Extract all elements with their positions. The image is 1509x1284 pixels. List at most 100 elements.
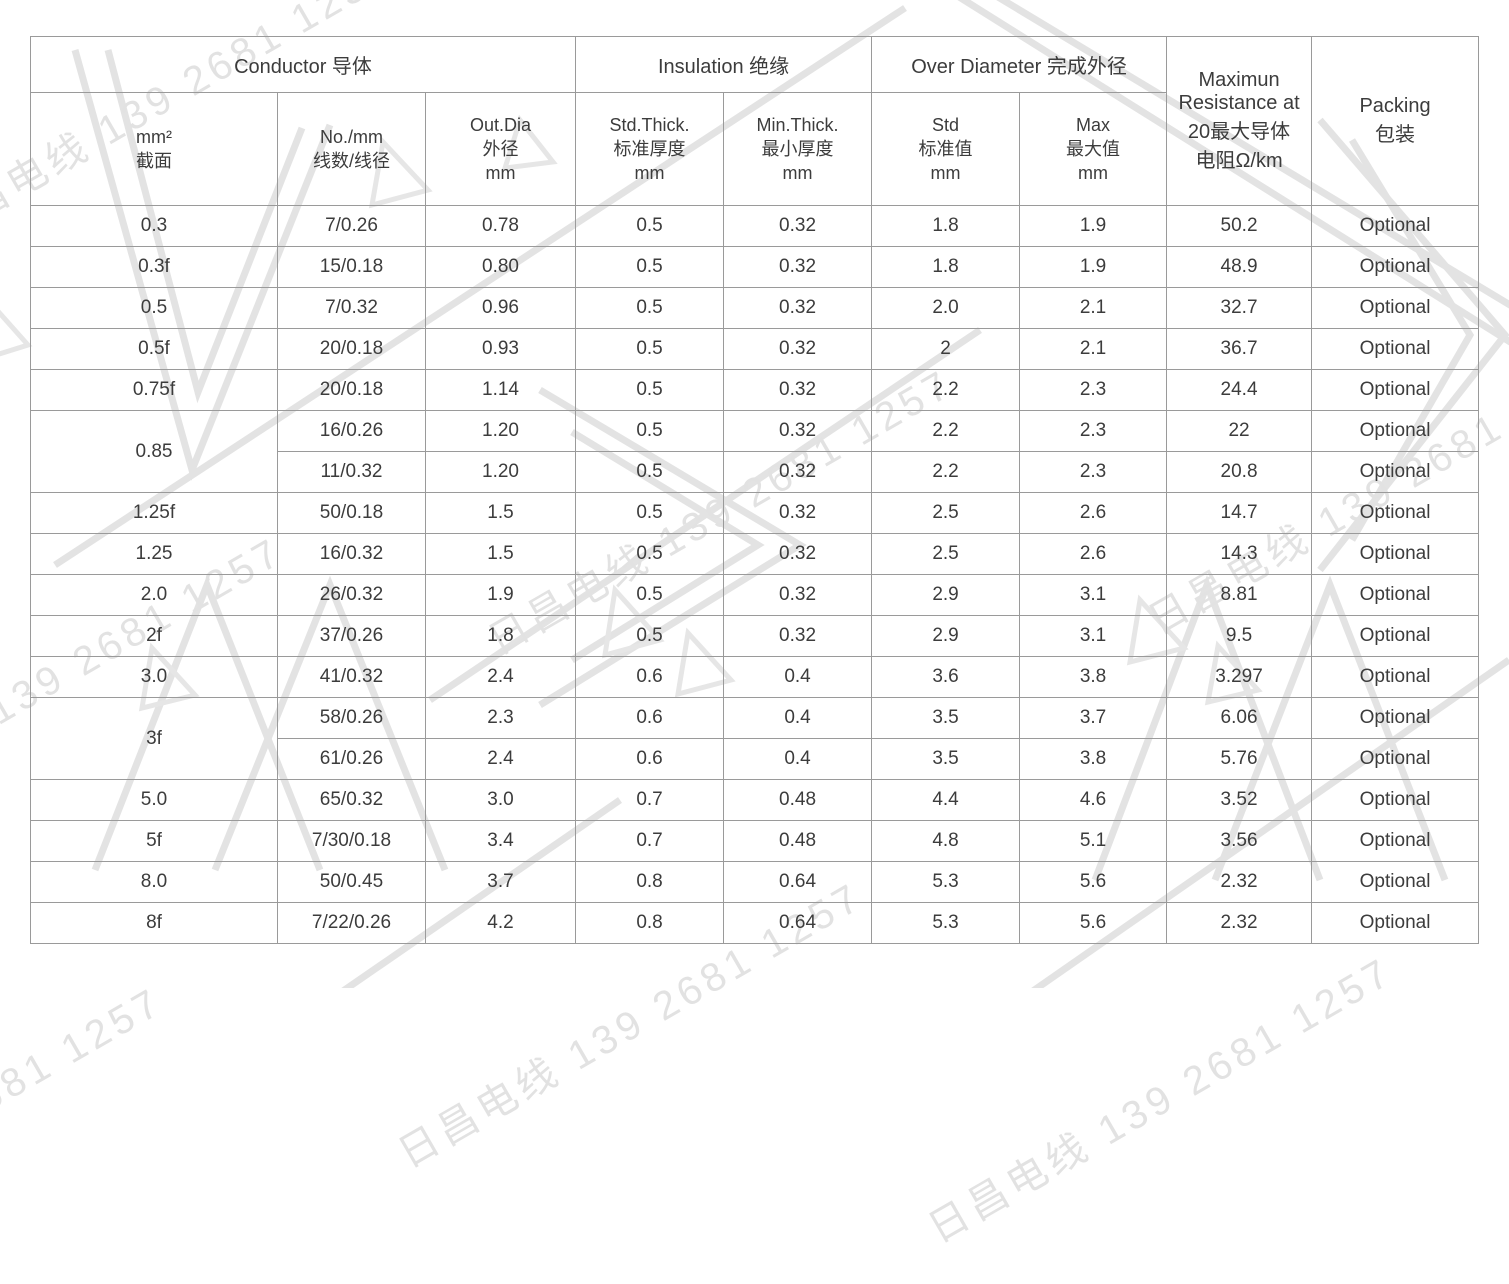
cell: 0.5 — [576, 329, 724, 370]
cell: 0.32 — [724, 534, 872, 575]
cell: 5.6 — [1020, 862, 1167, 903]
cell: 0.32 — [724, 370, 872, 411]
cell: 0.32 — [724, 493, 872, 534]
cell: 0.5 — [576, 616, 724, 657]
cell: 1.25 — [31, 534, 278, 575]
cell: 5.76 — [1167, 739, 1312, 780]
cell: 1.8 — [872, 247, 1020, 288]
cell: Optional — [1312, 616, 1479, 657]
cell: 3.5 — [872, 739, 1020, 780]
col-header-max-dia: Max 最大值 mm — [1020, 93, 1167, 206]
cell: 65/0.32 — [278, 780, 426, 821]
cell: 1.14 — [426, 370, 576, 411]
cell: Optional — [1312, 903, 1479, 944]
cell: 0.8 — [576, 903, 724, 944]
cell: 61/0.26 — [278, 739, 426, 780]
cell: 3.1 — [1020, 616, 1167, 657]
cell: 15/0.18 — [278, 247, 426, 288]
cell: 0.6 — [576, 739, 724, 780]
cell: 24.4 — [1167, 370, 1312, 411]
watermark-text: 日昌电线 139 2681 1257 — [0, 970, 172, 1284]
cell: 0.32 — [724, 411, 872, 452]
cell: 2.1 — [1020, 329, 1167, 370]
cell: 0.4 — [724, 739, 872, 780]
cell: 41/0.32 — [278, 657, 426, 698]
cell: 0.85 — [31, 411, 278, 493]
cell: 1.20 — [426, 452, 576, 493]
cell: 3.0 — [31, 657, 278, 698]
cell: 0.32 — [724, 452, 872, 493]
cell: 5.1 — [1020, 821, 1167, 862]
cell: 0.4 — [724, 657, 872, 698]
cell: 8.0 — [31, 862, 278, 903]
cell: 0.32 — [724, 206, 872, 247]
cell: 3.0 — [426, 780, 576, 821]
cell: Optional — [1312, 780, 1479, 821]
cell: Optional — [1312, 862, 1479, 903]
cell: 0.64 — [724, 862, 872, 903]
cell: Optional — [1312, 698, 1479, 739]
cell: 2.2 — [872, 411, 1020, 452]
cell: 3.1 — [1020, 575, 1167, 616]
cell: 0.5 — [576, 247, 724, 288]
cell: 0.32 — [724, 575, 872, 616]
cell: 4.4 — [872, 780, 1020, 821]
cell: 50/0.45 — [278, 862, 426, 903]
cell: 2.32 — [1167, 862, 1312, 903]
cell: 2.9 — [872, 616, 1020, 657]
cell: 50.2 — [1167, 206, 1312, 247]
cell: Optional — [1312, 739, 1479, 780]
cell: 0.48 — [724, 821, 872, 862]
cell: 7/22/0.26 — [278, 903, 426, 944]
cell: Optional — [1312, 452, 1479, 493]
cell: 2.4 — [426, 739, 576, 780]
cell: 0.5f — [31, 329, 278, 370]
cell: 0.5 — [31, 288, 278, 329]
cell: 20.8 — [1167, 452, 1312, 493]
cell: 1.20 — [426, 411, 576, 452]
cell: 0.7 — [576, 821, 724, 862]
cell: 2.4 — [426, 657, 576, 698]
cell: 1.9 — [426, 575, 576, 616]
header-group-conductor: Conductor 导体 — [31, 37, 576, 93]
cell: 2.6 — [1020, 493, 1167, 534]
cell: 5f — [31, 821, 278, 862]
cell: 3.8 — [1020, 657, 1167, 698]
cell: 1.9 — [1020, 247, 1167, 288]
cell: 0.8 — [576, 862, 724, 903]
cell: Optional — [1312, 288, 1479, 329]
cell: 22 — [1167, 411, 1312, 452]
cell: 7/30/0.18 — [278, 821, 426, 862]
col-header-std-dia: Std 标准值 mm — [872, 93, 1020, 206]
cell: Optional — [1312, 493, 1479, 534]
cell: 0.64 — [724, 903, 872, 944]
cell: 58/0.26 — [278, 698, 426, 739]
header-group-row: Conductor 导体 Insulation 绝缘 Over Diameter… — [31, 37, 1479, 93]
cell: 14.7 — [1167, 493, 1312, 534]
cell: 2.0 — [872, 288, 1020, 329]
header-group-insulation: Insulation 绝缘 — [576, 37, 872, 93]
cell: 3.8 — [1020, 739, 1167, 780]
cell: 0.6 — [576, 657, 724, 698]
watermark-text: 日昌电线 139 2681 1257 — [916, 940, 1402, 1254]
cell: 2.2 — [872, 370, 1020, 411]
cell: 1.5 — [426, 493, 576, 534]
cell: 5.6 — [1020, 903, 1167, 944]
cell: 0.48 — [724, 780, 872, 821]
cell: 4.2 — [426, 903, 576, 944]
cell: Optional — [1312, 657, 1479, 698]
cell: 0.5 — [576, 493, 724, 534]
cell: 0.93 — [426, 329, 576, 370]
cell: 4.8 — [872, 821, 1020, 862]
cell: 0.5 — [576, 575, 724, 616]
